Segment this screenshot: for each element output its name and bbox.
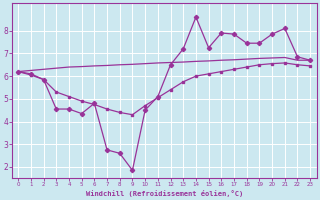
X-axis label: Windchill (Refroidissement éolien,°C): Windchill (Refroidissement éolien,°C)	[85, 190, 243, 197]
